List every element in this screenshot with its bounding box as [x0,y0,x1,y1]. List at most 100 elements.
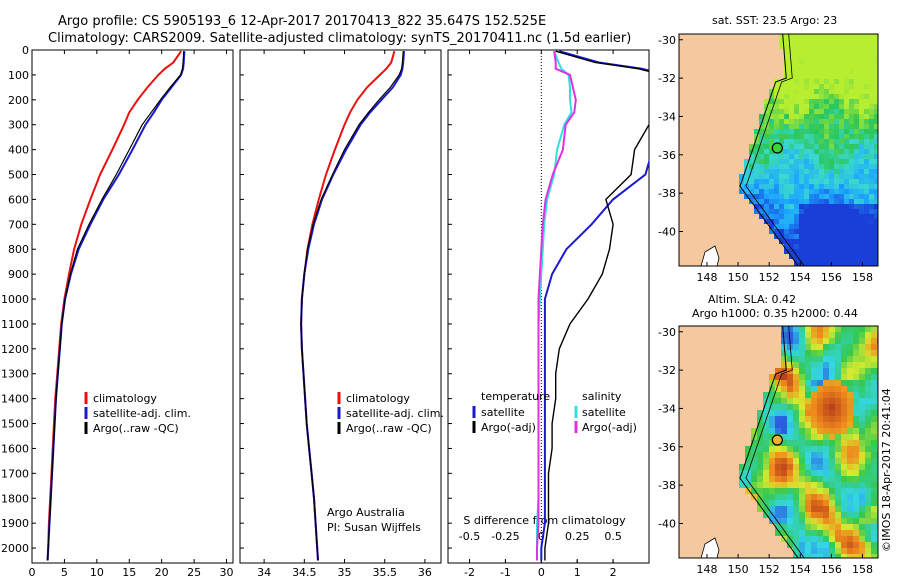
map-cell [841,482,847,488]
map-cell [859,344,865,350]
map-cell [793,452,799,458]
map-cell [799,59,804,64]
map-cell [759,114,764,119]
map-cell [805,326,811,332]
map-cell [864,264,869,266]
map-cell [784,144,789,149]
x-tick-label: 25 [187,566,201,579]
map-cell [811,362,817,368]
map-cell [844,259,849,264]
map-cell [869,109,874,114]
map-cell [841,404,847,410]
map-cell [819,184,824,189]
map-cell [817,500,823,506]
map-cell [749,164,754,169]
map-cell [799,458,805,464]
map-cell [859,34,864,39]
map-cell [844,199,849,204]
map-cell [849,249,854,254]
map-cell [849,154,854,159]
map-cell [784,84,789,89]
map-cell [784,89,789,94]
map-cell [847,416,853,422]
map-cell [853,440,859,446]
map-cell [774,124,779,129]
map-cell [811,416,817,422]
map-cell [799,109,804,114]
map-cell [739,482,745,488]
map-cell [774,224,779,229]
map-cell [859,446,865,452]
map-cell [859,39,864,44]
map-cell [823,530,829,536]
map-cell [865,392,871,398]
map-cell [853,458,859,464]
map-cell [835,542,841,548]
map-cell [859,134,864,139]
map-cell [814,209,819,214]
x-tick-label: 150 [728,271,749,284]
map-cell [774,189,779,194]
map-cell [829,518,835,524]
map-cell [805,470,811,476]
map-cell [759,194,764,199]
map-cell [769,129,774,134]
argo-position-marker [771,142,783,154]
map-cell [804,234,809,239]
map-cell [805,494,811,500]
map-cell [819,209,824,214]
map-cell [874,224,878,229]
map-cell [849,159,854,164]
map-cell [834,84,839,89]
map-cell [824,104,829,109]
map-cell [799,422,805,428]
map-cell [804,259,809,264]
map-cell [804,209,809,214]
map-cell [859,139,864,144]
map-cell [814,179,819,184]
map-cell [847,500,853,506]
map-cell [854,94,859,99]
map-cell [804,109,809,114]
map-cell [829,119,834,124]
map-cell [784,199,789,204]
map-cell [871,536,877,542]
map-cell [799,428,805,434]
map-cell [829,488,835,494]
map-cell [781,362,787,368]
map-cell [864,134,869,139]
map-cell [859,332,865,338]
map-cell [817,386,823,392]
map-cell [774,139,779,144]
sla-map-title-line1: Altim. SLA: 0.42 [708,293,796,306]
map-cell [799,512,805,518]
map-cell [874,234,878,239]
map-cell [774,194,779,199]
map-cell [865,428,871,434]
map-cell [859,356,865,362]
map-cell [829,416,835,422]
map-cell [811,392,817,398]
map-cell [854,239,859,244]
map-cell [769,386,775,392]
map-cell [871,530,877,536]
map-cell [865,548,871,554]
map-cell [824,124,829,129]
map-cell [849,139,854,144]
map-cell [804,199,809,204]
map-cell [787,524,793,530]
map-cell [769,512,775,518]
map-cell [823,428,829,434]
map-cell [849,134,854,139]
map-cell [787,494,793,500]
map-cell [841,416,847,422]
map-cell [794,74,799,79]
map-cell [811,500,817,506]
map-cell [869,244,874,249]
map-cell [749,194,754,199]
map-cell [784,99,789,104]
map-cell [854,204,859,209]
map-cell [853,446,859,452]
map-cell [854,264,859,266]
map-cell [814,44,819,49]
